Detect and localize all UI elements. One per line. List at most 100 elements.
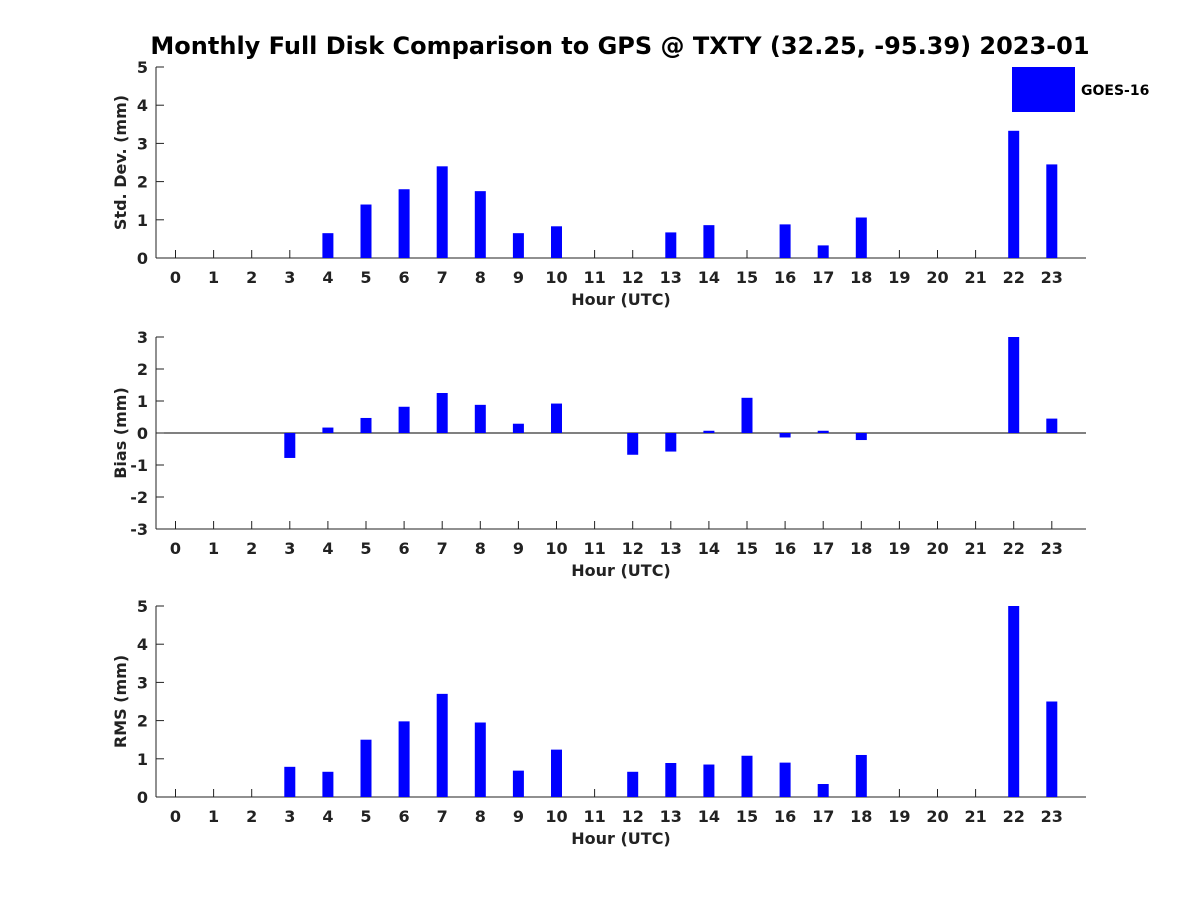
bias-bar-13 <box>665 433 677 452</box>
bias-x-tick-label: 9 <box>513 539 524 558</box>
rms-x-tick-label: 18 <box>850 807 872 826</box>
std-dev-x-tick-label: 4 <box>322 268 333 287</box>
bias-x-tick-label: 2 <box>246 539 257 558</box>
bias-x-tick-label: 21 <box>964 539 986 558</box>
std-dev-x-tick-label: 20 <box>926 268 948 287</box>
rms-bar-13 <box>665 763 677 797</box>
std-dev-x-tick-label: 5 <box>360 268 371 287</box>
std-dev-bar-13 <box>665 232 677 258</box>
rms-x-tick-label: 2 <box>246 807 257 826</box>
legend: GOES-16 <box>1012 67 1149 112</box>
bias-bar-3 <box>284 433 296 458</box>
rms-x-tick-label: 8 <box>475 807 486 826</box>
rms-x-tick-label: 7 <box>437 807 448 826</box>
std-dev-y-tick-label: 4 <box>137 96 148 115</box>
bias-x-tick-label: 5 <box>360 539 371 558</box>
rms-x-tick-label: 3 <box>284 807 295 826</box>
rms-y-tick-label: 5 <box>137 597 148 616</box>
std-dev-x-tick-label: 8 <box>475 268 486 287</box>
rms-x-tick-label: 22 <box>1003 807 1025 826</box>
std-dev-x-tick-label: 0 <box>170 268 181 287</box>
chart-title: Monthly Full Disk Comparison to GPS @ TX… <box>150 32 1089 60</box>
rms-bar-17 <box>817 784 829 797</box>
rms-x-tick-label: 10 <box>545 807 567 826</box>
rms-x-tick-label: 0 <box>170 807 181 826</box>
rms-bar-10 <box>551 749 562 797</box>
rms-bar-18 <box>855 754 867 797</box>
std-dev-x-tick-label: 16 <box>774 268 796 287</box>
std-dev-x-tick-label: 12 <box>622 268 644 287</box>
bias-x-tick-label: 6 <box>399 539 410 558</box>
bias-x-tick-label: 7 <box>437 539 448 558</box>
bias-x-tick-label: 20 <box>926 539 948 558</box>
bias-x-tick-label: 11 <box>583 539 605 558</box>
bias-x-tick-label: 23 <box>1041 539 1063 558</box>
rms-x-tick-label: 4 <box>322 807 333 826</box>
bias-x-tick-label: 4 <box>322 539 333 558</box>
bias-bar-10 <box>551 403 562 433</box>
bias-x-tick-label: 15 <box>736 539 758 558</box>
bias-bar-5 <box>360 417 372 433</box>
bias-bar-18 <box>855 433 867 441</box>
bias-y-tick-label: 3 <box>137 328 148 347</box>
rms-x-tick-label: 5 <box>360 807 371 826</box>
std-dev-bar-9 <box>512 233 524 258</box>
std-dev-x-tick-label: 22 <box>1003 268 1025 287</box>
std-dev-y-label: Std. Dev. (mm) <box>111 95 130 230</box>
std-dev-y-tick-label: 3 <box>137 134 148 153</box>
rms-x-tick-label: 20 <box>926 807 948 826</box>
bias-bar-17 <box>817 430 829 433</box>
bias-bar-12 <box>627 433 639 455</box>
rms-x-tick-label: 23 <box>1041 807 1063 826</box>
std-dev-bar-16 <box>779 224 791 258</box>
rms-x-tick-label: 1 <box>208 807 219 826</box>
rms-bar-15 <box>741 755 753 797</box>
rms-x-tick-label: 13 <box>660 807 682 826</box>
bias-x-tick-label: 14 <box>698 539 720 558</box>
rms-bar-8 <box>474 722 486 797</box>
bias-bar-4 <box>322 427 334 433</box>
rms-x-tick-label: 12 <box>622 807 644 826</box>
rms-y-tick-label: 4 <box>137 635 148 654</box>
bias-x-tick-label: 16 <box>774 539 796 558</box>
std-dev-x-tick-label: 3 <box>284 268 295 287</box>
std-dev-x-tick-label: 6 <box>399 268 410 287</box>
bias-x-tick-label: 0 <box>170 539 181 558</box>
bias-x-tick-label: 22 <box>1003 539 1025 558</box>
rms-x-tick-label: 14 <box>698 807 720 826</box>
rms-bar-14 <box>703 764 715 797</box>
rms-y-tick-label: 2 <box>137 712 148 731</box>
bias-bar-23 <box>1046 418 1058 433</box>
legend-swatch <box>1012 67 1075 112</box>
bias-x-tick-label: 17 <box>812 539 834 558</box>
rms-x-tick-label: 11 <box>583 807 605 826</box>
rms-x-tick-label: 21 <box>964 807 986 826</box>
std-dev-x-tick-label: 15 <box>736 268 758 287</box>
std-dev-x-tick-label: 23 <box>1041 268 1063 287</box>
bias-x-tick-label: 19 <box>888 539 910 558</box>
bias-bar-15 <box>741 397 753 433</box>
std-dev-y-tick-label: 1 <box>137 211 148 230</box>
std-dev-bar-10 <box>551 226 562 258</box>
rms-x-tick-label: 16 <box>774 807 796 826</box>
std-dev-bar-18 <box>855 217 867 258</box>
std-dev-x-tick-label: 7 <box>437 268 448 287</box>
bias-x-tick-label: 8 <box>475 539 486 558</box>
bias-bar-9 <box>512 423 524 433</box>
rms-bar-5 <box>360 739 372 797</box>
std-dev-x-tick-label: 17 <box>812 268 834 287</box>
std-dev-bar-5 <box>360 204 372 258</box>
bias-y-tick-label: -2 <box>130 488 148 507</box>
bias-x-label: Hour (UTC) <box>571 561 671 580</box>
bias-x-tick-label: 1 <box>208 539 219 558</box>
rms-bar-22 <box>1008 606 1020 797</box>
legend-label: GOES-16 <box>1081 83 1149 99</box>
rms-x-tick-label: 17 <box>812 807 834 826</box>
rms-y-label: RMS (mm) <box>111 655 130 748</box>
bias-y-tick-label: -1 <box>130 456 148 475</box>
std-dev-x-tick-label: 10 <box>545 268 567 287</box>
